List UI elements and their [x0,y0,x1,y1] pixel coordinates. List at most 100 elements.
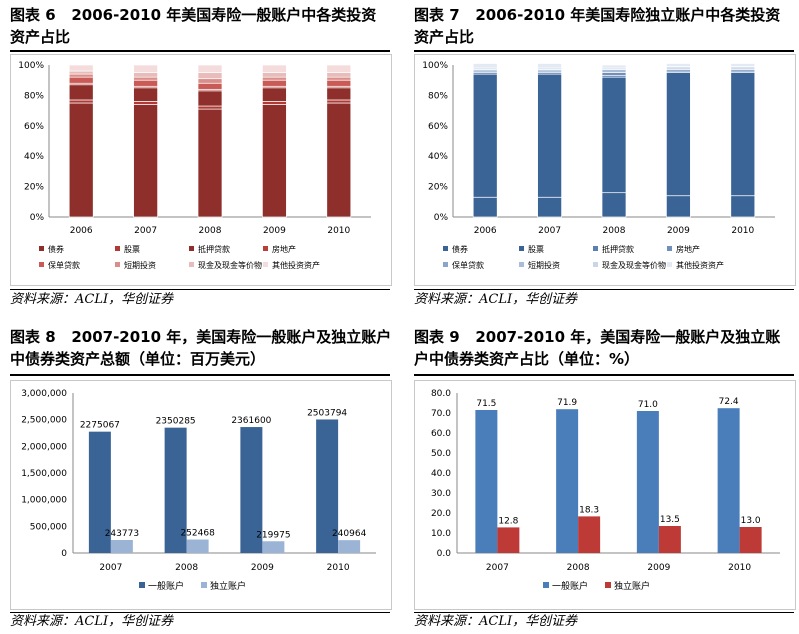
figure-6-bar-segment [326,64,352,73]
figure-9-ytick: 70.0 [431,409,451,419]
figure-6-bar-segment [326,72,352,78]
figure-9-bar [739,527,762,553]
figure-9-xtick: 2008 [567,563,590,573]
figure-8-data-label: 2361600 [231,416,271,426]
figure-6-legend-label: 债券 [48,244,64,254]
figure-7-legend-label: 股票 [528,245,544,254]
figure-8-ytick: 0 [61,549,67,559]
figure-6-ytick: 100% [18,61,44,71]
figure-8-legend-swatch [139,582,145,588]
figure-8-chart: 0 500,000 1,000,000 1,500,000 2,000,000 2,500… [10,380,392,610]
figure-6-bar-segment [262,72,287,78]
figure-8-data-label: 243773 [105,529,139,539]
figure-9-bar [658,526,681,553]
figure-7-bar-segment [666,72,691,197]
figure-6-bar-segment [133,87,158,102]
figure-7-bar-segment [472,63,498,69]
figure-9-bar [578,516,601,553]
figure-7-ytick: 100% [422,61,448,71]
figure-8-xtick: 2010 [327,563,350,573]
figure-9-title: 图表 9 2007-2010 年，美国寿险一般账户及独立账户中债券类资产占比（单… [414,328,781,368]
figure-7-xtick: 2010 [731,226,754,236]
figure-7-legend-swatch [667,262,672,267]
figure-7-title: 图表 7 2006-2010 年美国寿险独立账户中各类投资资产占比 [414,6,781,46]
figure-7-xtick: 2008 [603,226,626,236]
figure-7-legend-swatch [667,246,672,251]
figure-8-bar [164,427,187,553]
figure-9-data-label: 18.3 [579,505,599,515]
figure-7-bar-segment [601,64,627,69]
figure-8-bar [262,541,285,553]
figure-9-data-label: 13.0 [741,516,761,526]
figure-9-source-rule [414,612,794,613]
figure-9: 图表 9 2007-2010 年，美国寿险一般账户及独立账户中债券类资产占比（单… [399,318,799,634]
figure-9-bar [717,408,740,553]
figure-6-bar-segment [262,64,287,73]
figure-7-chart: 0% 20% 40% 60% 80% 100% 2006 2007 2008 2009 2010 债券… [414,54,796,286]
figure-9-data-label: 12.8 [498,516,518,526]
figure-8-bar [338,540,361,553]
figure-8-bar [110,539,133,553]
figure-6-legend-swatch [115,246,120,251]
figure-7-bar-segment [537,196,562,218]
figure-6-bar-segment [68,102,94,218]
figure-6-legend-label: 房地产 [272,244,296,254]
figure-8-bar [186,539,209,553]
figure-8-data-label: 2503794 [307,408,347,418]
figure-7-xtick: 2006 [474,226,497,236]
figure-6-legend-label: 短期投资 [124,260,156,270]
figure-9-legend-swatch [543,582,549,588]
figure-6-ytick: 20% [24,183,44,193]
figure-8-source: 资料来源：ACLI，华创证券 [10,614,174,629]
figure-7-legend-label: 短期投资 [528,260,560,270]
figure-6-bar-segment [197,108,223,218]
figure-6-legend-swatch [39,246,44,251]
figure-7-bar-segment [472,73,498,198]
figure-6-bar-segment [262,76,287,81]
figure-9-ytick: 30.0 [431,489,451,499]
figure-9-legend-label: 一般账户 [552,580,588,592]
figure-6-bar-segment [326,76,352,81]
figure-6-xtick: 2010 [327,226,350,236]
figure-6-bar-segment [133,64,158,73]
figure-8-ytick: 3,000,000 [21,389,67,399]
figure-7-bar-segment [730,72,756,197]
figure-9-data-label: 71.5 [476,399,496,409]
figure-9-ytick: 20.0 [431,509,451,519]
figure-6-xtick: 2006 [70,226,93,236]
figure-7-ytick: 40% [428,152,448,162]
figure-9-data-label: 71.9 [557,398,577,408]
figure-7-legend-label: 其他投资资产 [676,260,724,270]
figure-6-bar-segment [133,72,158,78]
figure-8-data-label: 2275067 [80,421,120,431]
figure-6-bar-segment [197,72,223,80]
figure-7-legend-swatch [443,246,448,251]
figure-9-bar [475,410,498,553]
figure-7-xtick: 2007 [538,226,561,236]
figure-9-legend-swatch [605,582,611,588]
figure-7-title-rule [414,50,794,52]
figure-8-data-label: 2350285 [156,417,196,427]
figure-8-legend-swatch [201,582,207,588]
figure-6-ytick: 60% [24,122,44,132]
figure-6-legend-swatch [189,246,194,251]
figure-9-ytick: 10.0 [431,529,451,539]
figure-8-legend-label: 一般账户 [148,580,184,592]
figure-6-bar-segment [133,76,158,81]
figure-6-bar-segment [197,82,223,90]
figure-8-data-label: 252468 [180,529,215,539]
figure-6-bar-segment [326,102,352,218]
figure-9-bar [497,527,520,553]
figure-6-bar-segment [68,70,94,75]
figure-9-svg: 0.0 10.0 20.0 30.0 40.0 50.0 60.0 70.0 80.0 71.5 1… [431,389,780,592]
figure-8-ytick: 1,000,000 [21,496,67,506]
figure-9-data-label: 71.0 [638,400,658,410]
figure-9-data-label: 13.5 [660,515,680,525]
figure-6-bar-segment [197,78,223,84]
figure-7-legend-label: 债券 [452,244,468,254]
figure-6-bar-segment [133,101,158,105]
figure-9-bar [636,411,659,553]
figure-8-source-rule [10,612,390,613]
figure-6-legend-swatch [39,262,44,267]
figure-8-data-label: 240964 [332,529,367,539]
